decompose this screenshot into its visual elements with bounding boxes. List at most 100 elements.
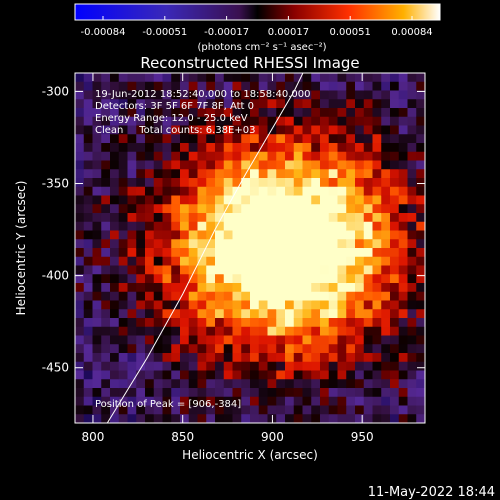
heatmap-cell — [162, 221, 172, 231]
heatmap-cell — [206, 265, 216, 275]
heatmap-cell — [398, 309, 408, 319]
heatmap-cell — [398, 335, 408, 345]
heatmap-cell — [101, 160, 111, 170]
heatmap-cell — [206, 361, 216, 371]
heatmap-cell — [381, 151, 391, 161]
heatmap-cell — [153, 151, 163, 161]
heatmap-cell — [162, 344, 172, 354]
heatmap-cell — [241, 81, 251, 91]
heatmap-cell — [293, 81, 303, 91]
heatmap-cell — [311, 195, 321, 205]
heatmap-cell — [346, 256, 356, 266]
heatmap-cell — [302, 414, 312, 423]
heatmap-cell — [250, 239, 260, 249]
heatmap-cell — [110, 370, 120, 380]
heatmap-cell — [398, 396, 408, 406]
heatmap-cell — [320, 204, 330, 214]
heatmap-cell — [92, 186, 102, 196]
heatmap-cell — [337, 283, 347, 293]
heatmap-cell — [407, 151, 417, 161]
heatmap-cell — [206, 248, 216, 258]
heatmap-cell — [197, 309, 207, 319]
heatmap-cell — [180, 318, 190, 328]
heatmap-cell — [101, 353, 111, 363]
heatmap-cell — [250, 108, 260, 118]
heatmap-cell — [145, 361, 155, 371]
heatmap-cell — [101, 81, 111, 91]
heatmap-cell — [250, 134, 260, 144]
heatmap-cell — [363, 396, 373, 406]
heatmap-cell — [372, 326, 382, 336]
heatmap-cell — [416, 195, 425, 205]
heatmap-cell — [390, 353, 400, 363]
heatmap-cell — [241, 221, 251, 231]
heatmap-cell — [337, 239, 347, 249]
heatmap-cell — [276, 318, 286, 328]
heatmap-cell — [145, 186, 155, 196]
heatmap-cell — [293, 326, 303, 336]
heatmap-cell — [241, 125, 251, 135]
heatmap-cell — [258, 318, 268, 328]
heatmap-cell — [110, 414, 120, 423]
heatmap-cell — [136, 370, 146, 380]
heatmap-cell — [398, 370, 408, 380]
heatmap-cell — [171, 353, 181, 363]
heatmap-cell — [328, 186, 338, 196]
heatmap-cell — [258, 291, 268, 301]
heatmap-cell — [302, 213, 312, 223]
heatmap-cell — [398, 291, 408, 301]
heatmap-cell — [390, 134, 400, 144]
heatmap-cell — [171, 300, 181, 310]
heatmap-cell — [241, 370, 251, 380]
heatmap-cell — [293, 108, 303, 118]
heatmap-cell — [118, 230, 128, 240]
heatmap-cell — [311, 326, 321, 336]
heatmap-cell — [206, 326, 216, 336]
heatmap-cell — [328, 265, 338, 275]
heatmap-cell — [355, 81, 365, 91]
heatmap-cell — [110, 379, 120, 389]
y-tick-label: -300 — [42, 84, 69, 98]
heatmap-cell — [118, 221, 128, 231]
heatmap-cell — [293, 239, 303, 249]
heatmap-cell — [223, 186, 233, 196]
heatmap-cell — [197, 90, 207, 100]
heatmap-cell — [118, 81, 128, 91]
heatmap-cell — [215, 309, 225, 319]
heatmap-cell — [75, 396, 85, 406]
heatmap-cell — [355, 370, 365, 380]
heatmap-cell — [311, 256, 321, 266]
heatmap-cell — [215, 81, 225, 91]
heatmap-cell — [407, 99, 417, 109]
heatmap-cell — [188, 73, 198, 83]
heatmap-cell — [328, 379, 338, 389]
heatmap-cell — [355, 134, 365, 144]
heatmap-cell — [188, 90, 198, 100]
heatmap-cell — [390, 204, 400, 214]
heatmap-cell — [232, 204, 242, 214]
heatmap-cell — [267, 283, 277, 293]
heatmap-cell — [110, 300, 120, 310]
heatmap-cell — [381, 108, 391, 118]
heatmap-cell — [320, 143, 330, 153]
heatmap-cell — [363, 81, 373, 91]
heatmap-cell — [363, 414, 373, 423]
heatmap-cell — [206, 300, 216, 310]
heatmap-cell — [136, 396, 146, 406]
heatmap-cell — [320, 326, 330, 336]
heatmap-cell — [328, 134, 338, 144]
heatmap-cell — [293, 361, 303, 371]
heatmap-cell — [381, 326, 391, 336]
heatmap-cell — [206, 318, 216, 328]
heatmap-cell — [285, 256, 295, 266]
heatmap-cell — [363, 248, 373, 258]
heatmap-cell — [250, 379, 260, 389]
heatmap-cell — [197, 300, 207, 310]
heatmap-cell — [92, 256, 102, 266]
heatmap-cell — [118, 318, 128, 328]
heatmap-cell — [302, 344, 312, 354]
heatmap-cell — [206, 291, 216, 301]
heatmap-cell — [285, 248, 295, 258]
heatmap-cell — [311, 353, 321, 363]
heatmap-cell — [407, 309, 417, 319]
